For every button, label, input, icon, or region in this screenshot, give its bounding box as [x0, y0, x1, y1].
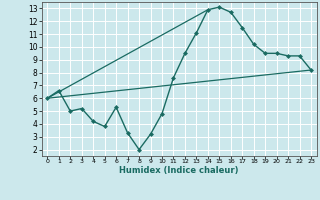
X-axis label: Humidex (Indice chaleur): Humidex (Indice chaleur)	[119, 166, 239, 175]
